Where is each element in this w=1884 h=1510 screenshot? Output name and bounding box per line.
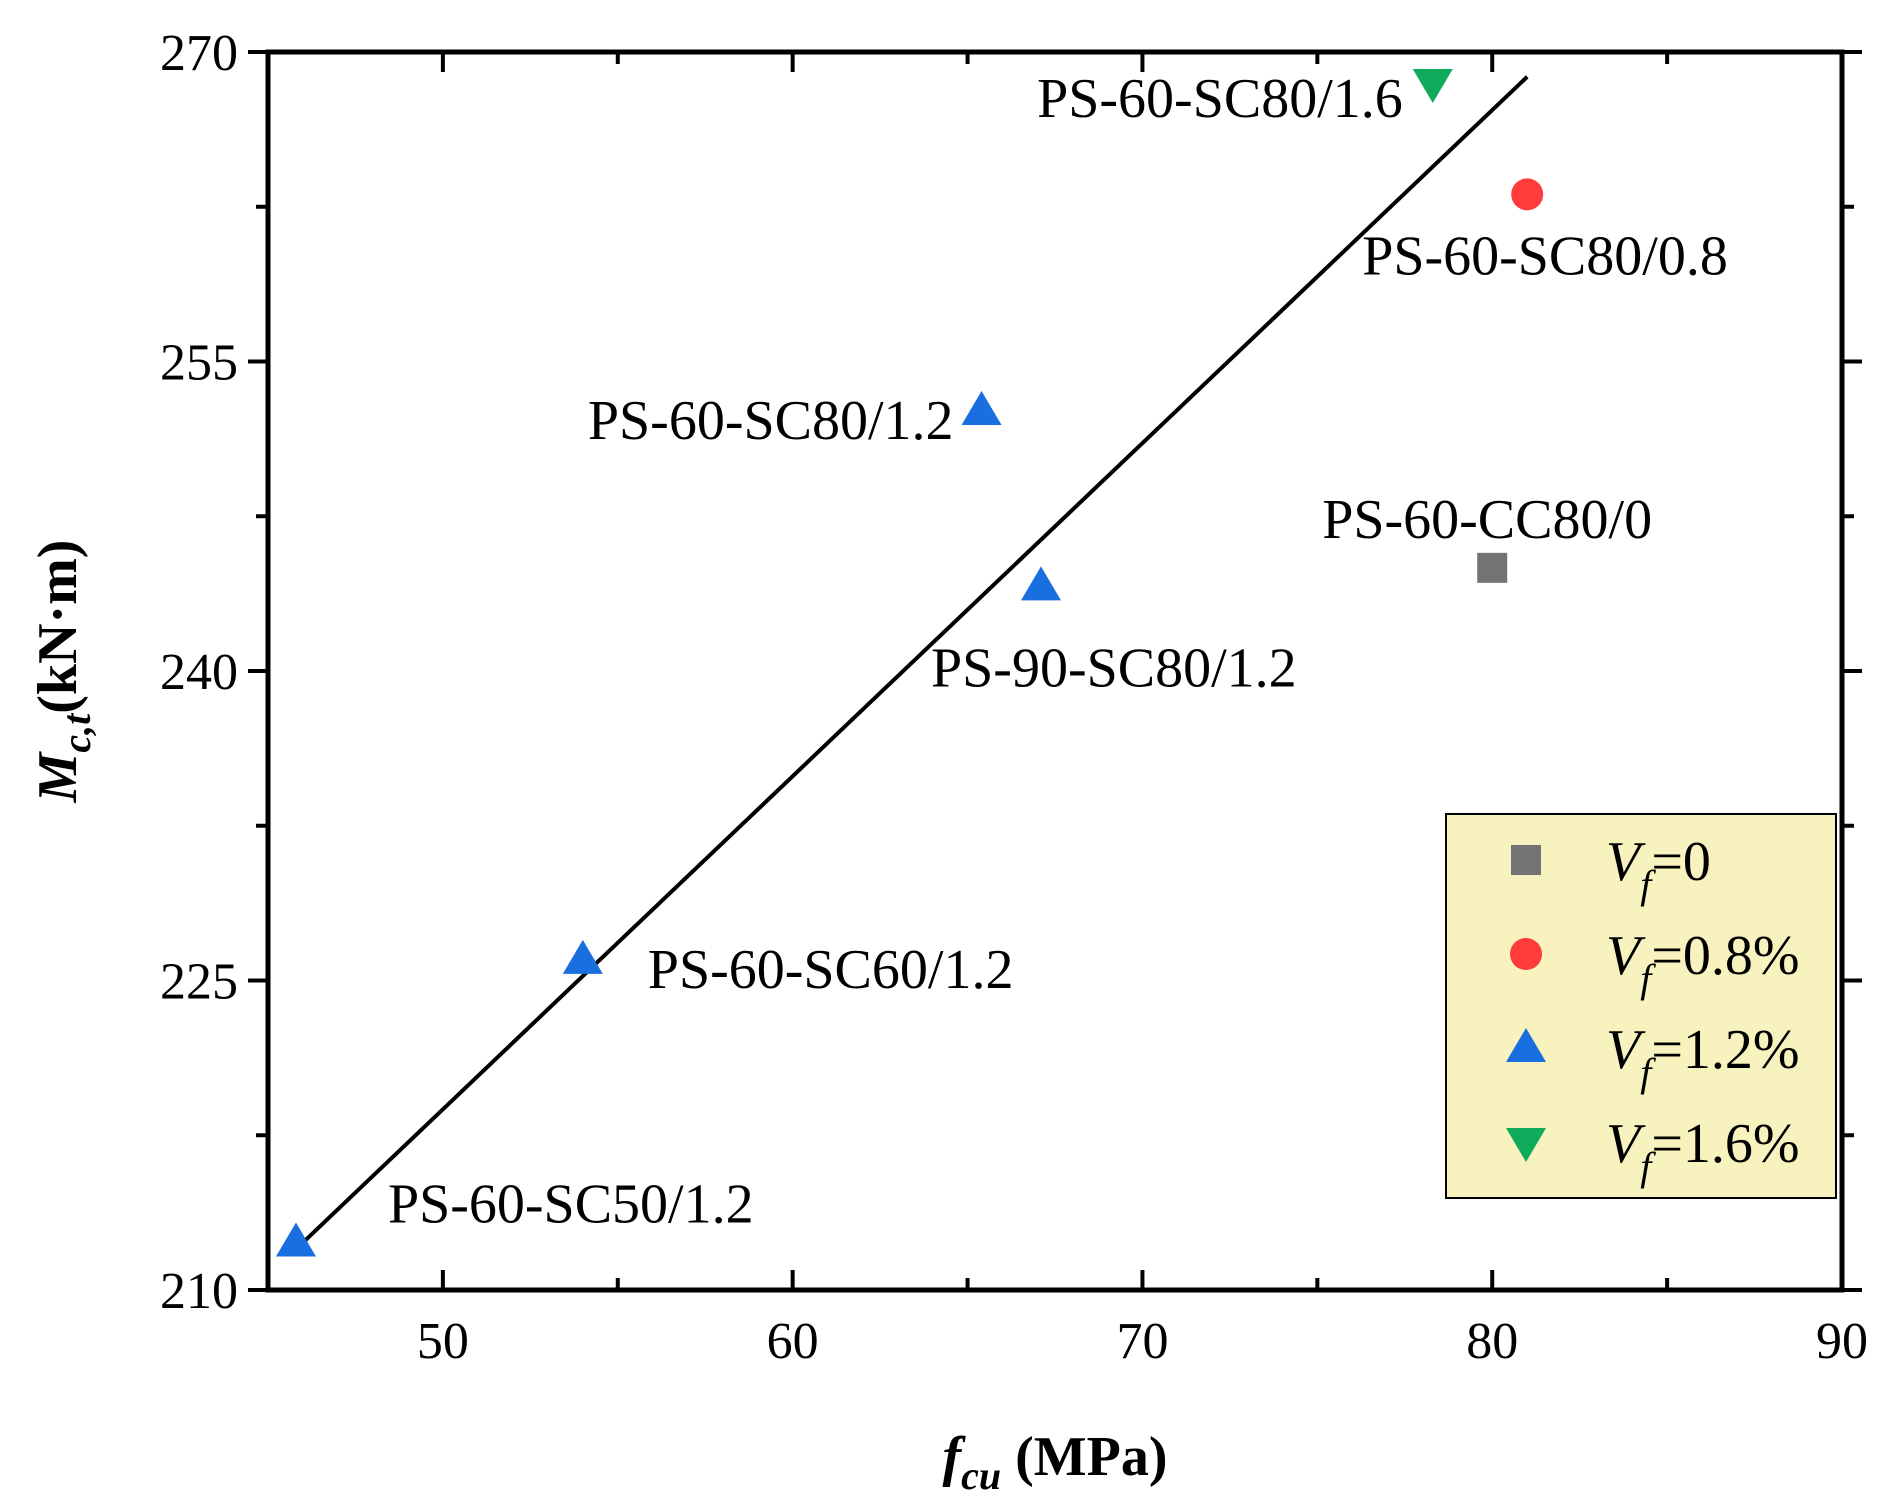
x-tick-label: 80 xyxy=(1466,1313,1518,1370)
x-tick-label: 90 xyxy=(1816,1313,1868,1370)
y-tick-label: 210 xyxy=(160,1263,238,1320)
data-point xyxy=(562,939,603,974)
x-tick-label: 50 xyxy=(417,1313,469,1370)
legend-label: Vf=1.6% xyxy=(1606,1113,1800,1189)
y-tick-label: 270 xyxy=(160,25,238,82)
data-point-layer xyxy=(275,68,1544,1257)
tick-layer: 50 60 70 80 90 210 225 240 255 270 xyxy=(160,25,1868,1370)
point-label: PS-90-SC80/1.2 xyxy=(931,637,1297,699)
point-label: PS-60-SC80/1.2 xyxy=(588,390,954,452)
y-tick-label: 255 xyxy=(160,335,238,392)
fit-line-layer xyxy=(301,75,1529,1244)
data-point xyxy=(961,391,1002,426)
data-point xyxy=(1511,178,1544,211)
plot-frame xyxy=(265,49,1845,1293)
point-label: PS-60-SC50/1.2 xyxy=(388,1174,754,1236)
legend-marker xyxy=(1510,938,1542,970)
data-point xyxy=(1021,566,1062,601)
legend-label: Vf=1.2% xyxy=(1606,1019,1800,1095)
point-label: PS-60-CC80/0 xyxy=(1322,489,1652,551)
legend-marker xyxy=(1506,1028,1546,1062)
point-label: PS-60-SC60/1.2 xyxy=(648,939,1014,1001)
legend: Vf=0Vf=0.8%Vf=1.2%Vf=1.6% xyxy=(1445,813,1837,1199)
point-label: PS-60-SC80/1.6 xyxy=(1037,68,1403,130)
y-axis-title: Mc,t(kN·m) xyxy=(27,540,99,804)
y-tick-label: 225 xyxy=(160,954,238,1011)
fit-line xyxy=(301,75,1529,1244)
x-tick-label: 60 xyxy=(767,1313,819,1370)
x-tick-label: 70 xyxy=(1116,1313,1168,1370)
data-point xyxy=(275,1222,316,1257)
legend-label: Vf=0.8% xyxy=(1606,925,1800,1001)
x-axis-title: fcu (MPa) xyxy=(942,1426,1167,1498)
axis-label-layer: fcu (MPa) Mc,t(kN·m) xyxy=(27,540,1168,1498)
data-point xyxy=(1477,552,1508,583)
point-label: PS-60-SC80/0.8 xyxy=(1362,225,1728,287)
y-tick-label: 240 xyxy=(160,644,238,701)
data-point xyxy=(1412,68,1453,103)
point-label-layer: PS-60-CC80/0 PS-60-SC80/0.8 PS-60-SC50/1.2… xyxy=(388,68,1728,1236)
legend-marker xyxy=(1506,1128,1546,1162)
legend-marker xyxy=(1511,845,1541,875)
